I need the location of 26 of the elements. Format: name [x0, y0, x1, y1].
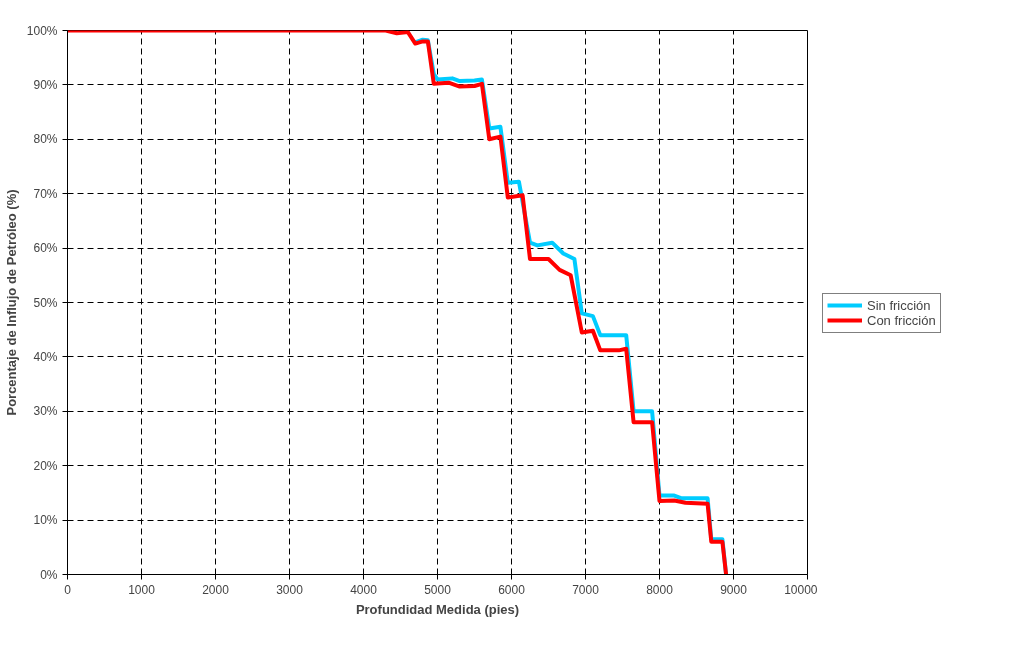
y-tick-label: 10%: [33, 513, 58, 528]
x-tick-label: 1000: [128, 582, 156, 597]
x-tick-label: 6000: [498, 582, 526, 597]
y-tick-label: 90%: [33, 77, 58, 92]
y-tick-label: 30%: [33, 404, 58, 419]
x-tick-label: 3000: [276, 582, 304, 597]
x-tick-label: 10000: [784, 582, 818, 597]
x-tick-label: 7000: [572, 582, 600, 597]
y-tick-label: 70%: [33, 186, 58, 201]
x-axis-title: Profundidad Medida (pies): [355, 601, 520, 617]
x-tick-label: 2000: [202, 582, 230, 597]
y-tick-label: 20%: [33, 458, 58, 473]
y-tick-label: 100%: [26, 23, 58, 38]
y-tick-label: 80%: [33, 132, 58, 147]
y-tick-label: 50%: [33, 295, 58, 310]
y-tick-label: 60%: [33, 241, 58, 256]
y-axis-title: Porcentaje de Influjo de Petróleo (%): [3, 189, 19, 416]
legend-label: Con fricción: [867, 312, 936, 328]
x-tick-label: 8000: [646, 582, 674, 597]
y-tick-label: 0%: [40, 567, 58, 582]
x-tick-label: 4000: [350, 582, 378, 597]
x-tick-label: 5000: [424, 582, 452, 597]
legend-label: Sin fricción: [867, 297, 931, 313]
y-tick-label: 40%: [33, 349, 58, 364]
x-tick-label: 0: [64, 582, 72, 597]
x-tick-label: 9000: [720, 582, 748, 597]
